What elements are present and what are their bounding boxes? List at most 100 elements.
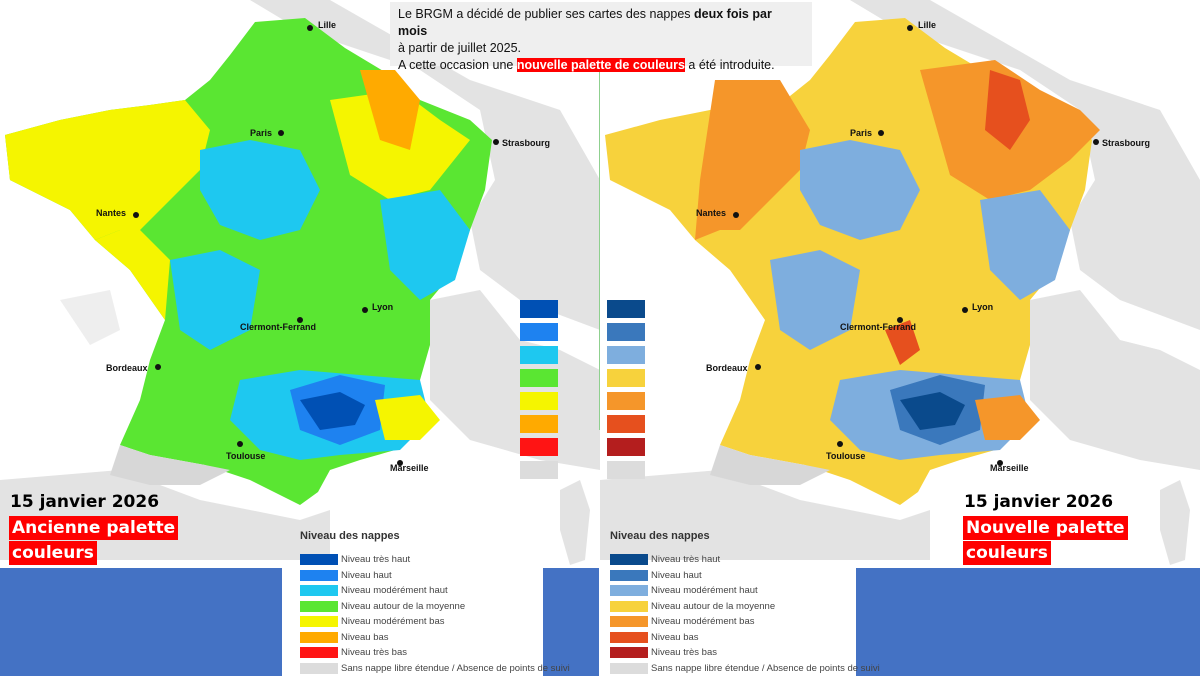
notice-text: A cette occasion une [398, 58, 517, 72]
legend-row: Niveau modérément bas [610, 616, 755, 630]
legend-row: Niveau haut [300, 569, 392, 584]
legend-row: Sans nappe libre étendue / Absence de po… [610, 662, 880, 677]
legend-row: Niveau modérément bas [300, 616, 445, 630]
legend-swatch [300, 631, 338, 643]
legend-row: Niveau modérément haut [610, 585, 758, 599]
palette-swatch [520, 300, 558, 318]
legend-swatch [300, 662, 338, 674]
legend-row: Niveau autour de la moyenne [300, 600, 466, 615]
palette-swatch [607, 438, 645, 456]
city-label: Strasbourg [502, 138, 550, 148]
legend-swatch [300, 647, 338, 658]
city-label: Bordeaux [106, 363, 148, 373]
legend-swatch [300, 616, 338, 627]
notice-box: Le BRGM a décidé de publier ses cartes d… [390, 2, 812, 72]
legend-label: Niveau haut [651, 569, 702, 581]
legend-label: Niveau très bas [651, 647, 718, 658]
palette-swatch [607, 323, 645, 341]
map-new-palette-svg: Lille Paris Strasbourg Nantes Lyon Clerm… [600, 0, 1200, 565]
legend-label: Niveau autour de la moyenne [341, 600, 466, 612]
legend-new-palette: Niveau des nappes Niveau très haut Niveau… [610, 530, 880, 675]
left-palette-label-2: couleurs [9, 541, 97, 565]
blue-bar-center [543, 568, 599, 676]
blue-bar-left [0, 568, 282, 676]
legend-row: Niveau autour de la moyenne [610, 600, 776, 615]
legend-row: Niveau modérément haut [300, 585, 448, 599]
legend-label: Niveau modérément haut [651, 585, 758, 596]
legend-title: Niveau des nappes [610, 530, 710, 542]
legend-label: Niveau très bas [341, 647, 408, 658]
legend-swatch [610, 554, 648, 565]
legend-swatch [300, 600, 338, 612]
city-label: Toulouse [826, 451, 865, 461]
city-label: Toulouse [226, 451, 265, 461]
palette-swatch [520, 346, 558, 364]
legend-row: Niveau haut [610, 569, 702, 584]
city-label: Bordeaux [706, 363, 748, 373]
legend-label: Niveau modérément haut [341, 585, 448, 596]
blue-bar-right [856, 568, 1200, 676]
map-old-palette: Lille Paris Strasbourg Nantes Lyon Clerm… [0, 0, 600, 676]
right-palette-label-1: Nouvelle palette [963, 516, 1128, 540]
map-new-palette: Lille Paris Strasbourg Nantes Lyon Clerm… [600, 0, 1200, 676]
palette-swatch [607, 461, 645, 479]
legend-swatch [610, 585, 648, 596]
new-palette-swatches [607, 300, 645, 480]
notice-text: a été introduite. [684, 58, 775, 72]
legend-swatch [610, 616, 648, 627]
city-label: Nantes [696, 208, 726, 218]
legend-row: Niveau très bas [610, 647, 717, 661]
legend-old-palette: Niveau des nappes Niveau très haut Niveau… [300, 530, 570, 675]
legend-swatch [300, 554, 338, 565]
palette-swatch [520, 438, 558, 456]
legend-label: Niveau haut [341, 569, 392, 581]
palette-swatch [520, 461, 558, 479]
palette-swatch [520, 369, 558, 387]
old-palette-swatches [520, 300, 558, 480]
city-label: Clermont-Ferrand [240, 322, 316, 332]
legend-row: Niveau bas [610, 631, 699, 646]
legend-row: Sans nappe libre étendue / Absence de po… [300, 662, 570, 677]
notice-bold: deux fois par mois [398, 7, 772, 38]
notice-text: Le BRGM a décidé de publier ses cartes d… [398, 7, 695, 21]
legend-label: Niveau autour de la moyenne [651, 600, 776, 612]
legend-label: Niveau bas [341, 631, 389, 643]
palette-swatch [520, 323, 558, 341]
city-label: Paris [250, 128, 272, 138]
notice-text: à partir de juillet 2025. [398, 41, 521, 55]
city-label: Nantes [96, 208, 126, 218]
legend-swatch [610, 600, 648, 612]
legend-label: Niveau très haut [651, 554, 721, 565]
legend-swatch [300, 569, 338, 581]
legend-swatch [610, 662, 648, 674]
palette-swatch [520, 415, 558, 433]
legend-row: Niveau bas [300, 631, 389, 646]
city-label: Lille [318, 20, 336, 30]
legend-row: Niveau très haut [300, 554, 410, 568]
legend-swatch [610, 647, 648, 658]
city-label: Paris [850, 128, 872, 138]
legend-label: Niveau bas [651, 631, 699, 643]
legend-label: Sans nappe libre étendue / Absence de po… [341, 662, 570, 674]
city-label: Clermont-Ferrand [840, 322, 916, 332]
legend-title: Niveau des nappes [300, 530, 400, 542]
notice-highlight: nouvelle palette de couleurs [516, 58, 685, 72]
legend-swatch [300, 585, 338, 596]
city-label: Strasbourg [1102, 138, 1150, 148]
palette-swatch [607, 415, 645, 433]
legend-swatch [610, 631, 648, 643]
legend-row: Niveau très bas [300, 647, 407, 661]
right-date: 15 janvier 2026 [964, 492, 1114, 512]
map-old-palette-svg: Lille Paris Strasbourg Nantes Lyon Clerm… [0, 0, 600, 565]
left-palette-label-1: Ancienne palette [9, 516, 179, 540]
city-label: Lyon [972, 302, 993, 312]
palette-swatch [520, 392, 558, 410]
palette-swatch [607, 369, 645, 387]
legend-label: Niveau modérément bas [651, 616, 755, 627]
legend-label: Niveau très haut [341, 554, 411, 565]
legend-label: Sans nappe libre étendue / Absence de po… [651, 662, 880, 674]
legend-row: Niveau très haut [610, 554, 720, 568]
city-label: Marseille [390, 463, 429, 473]
city-label: Marseille [990, 463, 1029, 473]
legend-label: Niveau modérément bas [341, 616, 445, 627]
